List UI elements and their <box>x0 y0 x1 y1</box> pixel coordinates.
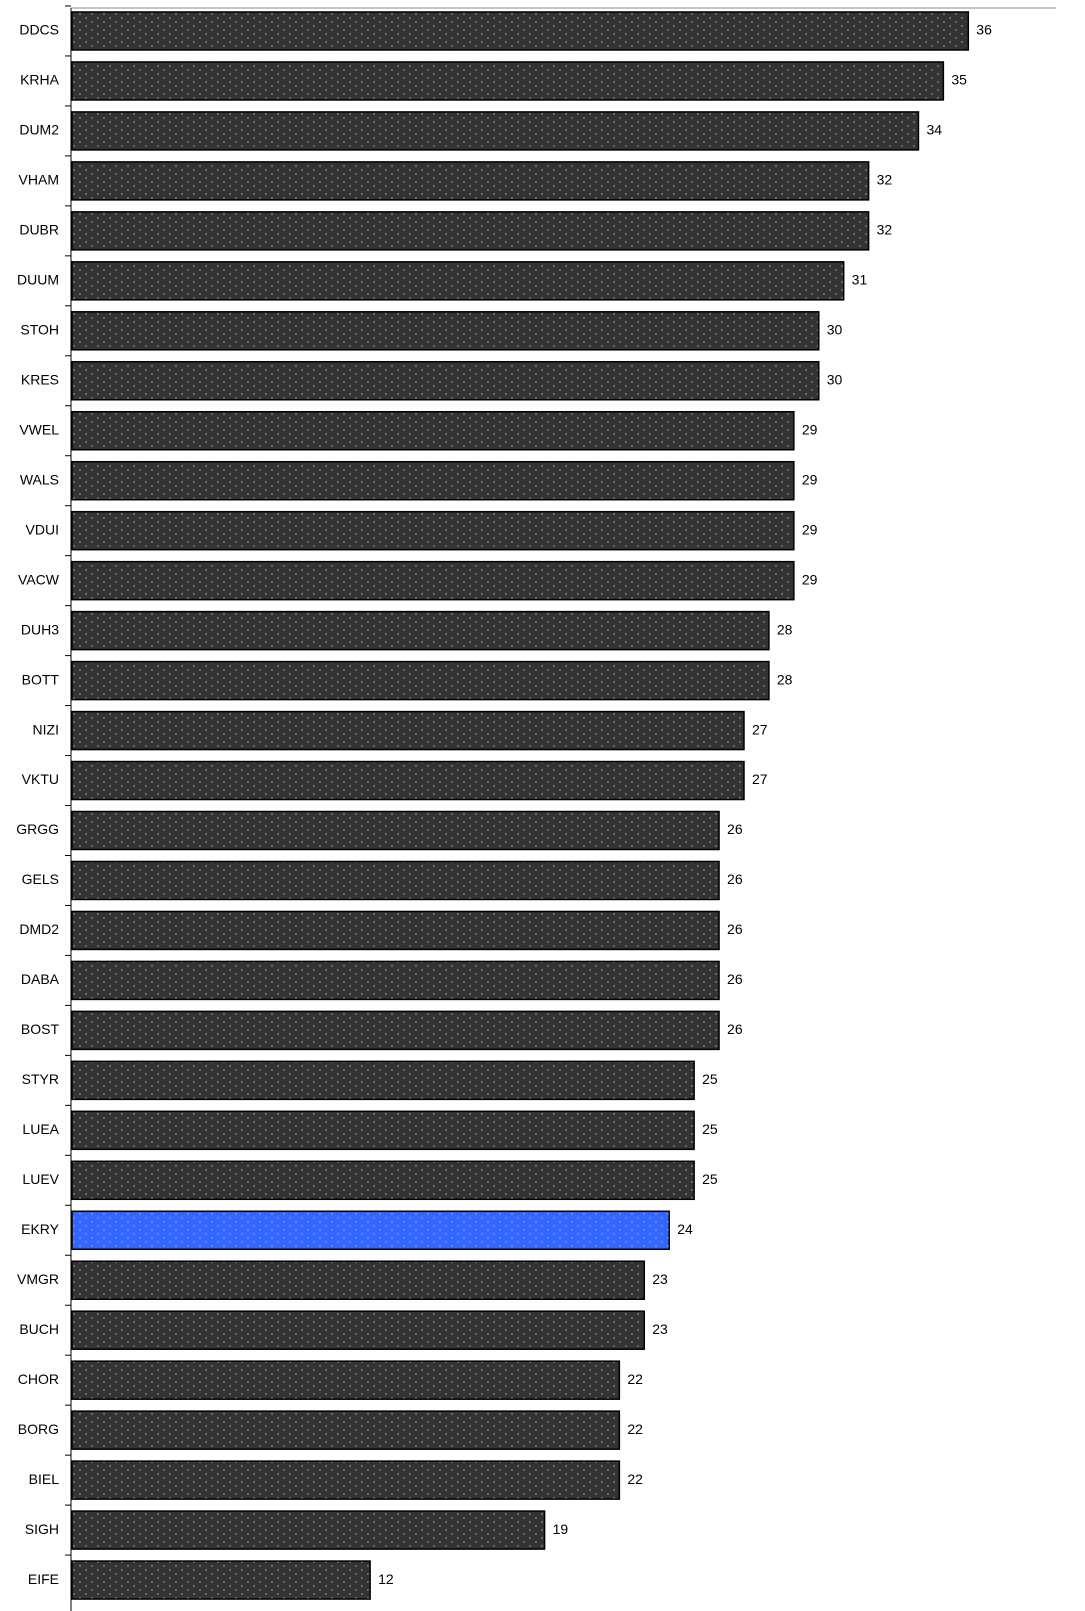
y-tick-label: BOST <box>21 1021 60 1037</box>
y-tick-label: BORG <box>18 1421 59 1437</box>
y-tick-label: DUH3 <box>21 621 59 637</box>
value-label: 24 <box>677 1221 693 1237</box>
value-label: 34 <box>926 122 942 138</box>
bar <box>71 61 945 101</box>
bar <box>71 560 795 601</box>
y-tick-label: GELS <box>22 871 59 887</box>
y-tick-label: VWEL <box>19 421 59 437</box>
y-tick-label: NIZI <box>33 721 59 737</box>
y-tick-label: GRGG <box>16 821 59 837</box>
value-label: 32 <box>877 172 893 188</box>
value-label: 29 <box>802 421 818 437</box>
y-tick-label: KRES <box>21 371 59 387</box>
y-tick-label: EIFE <box>28 1571 59 1587</box>
value-label: 31 <box>852 272 868 288</box>
y-tick-label: SIGH <box>25 1521 59 1537</box>
y-tick-label: BOTT <box>22 671 60 687</box>
value-label: 22 <box>627 1421 643 1437</box>
bar <box>71 11 970 51</box>
value-label: 26 <box>727 821 743 837</box>
value-label: 29 <box>802 471 818 487</box>
bar <box>71 1160 695 1201</box>
bar <box>71 1210 670 1251</box>
value-label: 26 <box>727 1021 743 1037</box>
value-label: 25 <box>702 1121 718 1137</box>
bar <box>71 460 795 501</box>
bar <box>71 1560 371 1600</box>
y-tick-label: VKTU <box>22 771 59 787</box>
value-label: 28 <box>777 621 793 637</box>
y-tick-label: DUUM <box>17 272 59 288</box>
value-label: 36 <box>976 22 992 38</box>
y-tick-label: DUBR <box>19 222 59 238</box>
bar <box>71 960 720 1001</box>
y-tick-label: DDCS <box>19 22 59 38</box>
y-tick-label: DABA <box>21 971 60 987</box>
y-tick-label: VHAM <box>19 172 59 188</box>
y-tick-label: VDUI <box>26 521 59 537</box>
y-tick-label: LUEA <box>22 1121 59 1137</box>
bar <box>71 410 795 451</box>
value-label: 22 <box>627 1471 643 1487</box>
bar <box>71 760 745 801</box>
value-label: 25 <box>702 1071 718 1087</box>
bar <box>71 510 795 551</box>
y-tick-label: VACW <box>18 571 60 587</box>
value-label: 12 <box>378 1571 394 1587</box>
y-tick-label: CHOR <box>18 1371 59 1387</box>
bar <box>71 1110 695 1151</box>
bar <box>71 1260 646 1300</box>
y-tick-label: VMGR <box>17 1271 59 1287</box>
bar <box>71 1460 621 1500</box>
bar <box>71 1510 546 1550</box>
bar <box>71 161 870 201</box>
value-label: 29 <box>802 571 818 587</box>
y-tick-label: KRHA <box>20 72 60 88</box>
bar <box>71 1010 720 1051</box>
value-label: 26 <box>727 971 743 987</box>
value-label: 25 <box>702 1171 718 1187</box>
bar <box>71 910 720 951</box>
bar <box>71 660 770 701</box>
bar <box>71 1360 621 1400</box>
value-label: 27 <box>752 721 768 737</box>
value-label: 29 <box>802 521 818 537</box>
bar <box>71 1060 695 1101</box>
y-tick-label: STYR <box>22 1071 59 1087</box>
value-label: 23 <box>652 1271 668 1287</box>
value-label: 26 <box>727 871 743 887</box>
y-tick-label: LUEV <box>22 1171 59 1187</box>
value-label: 30 <box>827 371 843 387</box>
y-tick-label: EKRY <box>21 1221 60 1237</box>
y-tick-label: WALS <box>20 471 59 487</box>
y-tick-label: STOH <box>20 322 59 338</box>
bar <box>71 261 845 301</box>
bar <box>71 810 720 851</box>
y-tick-label: BUCH <box>19 1321 59 1337</box>
value-label: 27 <box>752 771 768 787</box>
y-tick-label: DMD2 <box>19 921 59 937</box>
value-label: 28 <box>777 671 793 687</box>
bar <box>71 311 820 351</box>
y-tick-label: BIEL <box>29 1471 60 1487</box>
bar <box>71 361 820 401</box>
value-label: 22 <box>627 1371 643 1387</box>
bar <box>71 211 870 251</box>
value-label: 30 <box>827 322 843 338</box>
value-label: 19 <box>553 1521 569 1537</box>
bar <box>71 710 745 751</box>
bar <box>71 610 770 651</box>
value-label: 32 <box>877 222 893 238</box>
value-label: 23 <box>652 1321 668 1337</box>
bar <box>71 111 920 151</box>
bar <box>71 860 720 901</box>
bar <box>71 1410 621 1450</box>
y-tick-label: DUM2 <box>19 122 59 138</box>
bar <box>71 1310 646 1350</box>
value-label: 26 <box>727 921 743 937</box>
value-label: 35 <box>951 72 967 88</box>
